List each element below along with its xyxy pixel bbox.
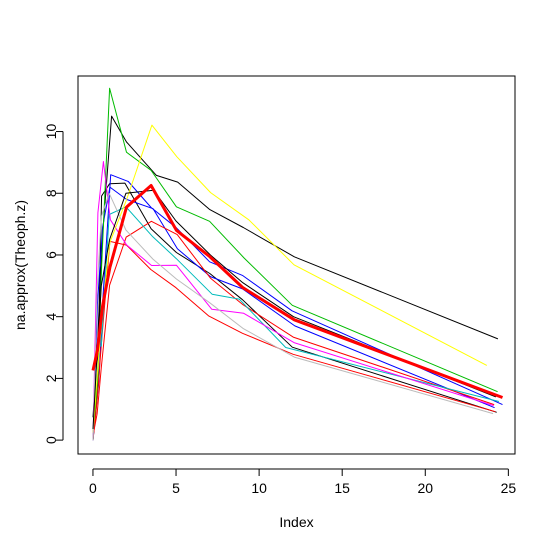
series-line-9: [92, 161, 494, 441]
series-line-13: [91, 184, 504, 399]
series-line-8: [92, 206, 500, 441]
x-tick-label: 25: [501, 480, 517, 496]
x-tick-label: 5: [172, 480, 180, 496]
x-axis: 0 5 10 15 20 25: [89, 468, 517, 496]
series-lines: [91, 87, 504, 441]
x-tick-label: 0: [89, 480, 97, 496]
y-axis-title: na.approx(Theoph.z): [12, 200, 28, 330]
y-tick-label: 10: [43, 124, 59, 140]
y-tick-label: 2: [43, 374, 59, 382]
series-line-11: [92, 192, 494, 441]
plot-frame: [77, 75, 516, 455]
series-line-6: [92, 240, 496, 441]
series-line-1: [92, 115, 499, 418]
x-axis-title: Index: [279, 514, 313, 530]
x-tick-label: 20: [417, 480, 433, 496]
x-tick-label: 15: [334, 480, 350, 496]
x-tick-label: 10: [251, 480, 267, 496]
y-tick-label: 6: [43, 251, 59, 259]
series-line-7: [92, 220, 495, 436]
y-axis: 0 2 4 6 8 10: [43, 124, 64, 444]
y-tick-label: 4: [43, 313, 59, 321]
y-tick-label: 0: [43, 436, 59, 444]
y-tick-label: 8: [43, 189, 59, 197]
